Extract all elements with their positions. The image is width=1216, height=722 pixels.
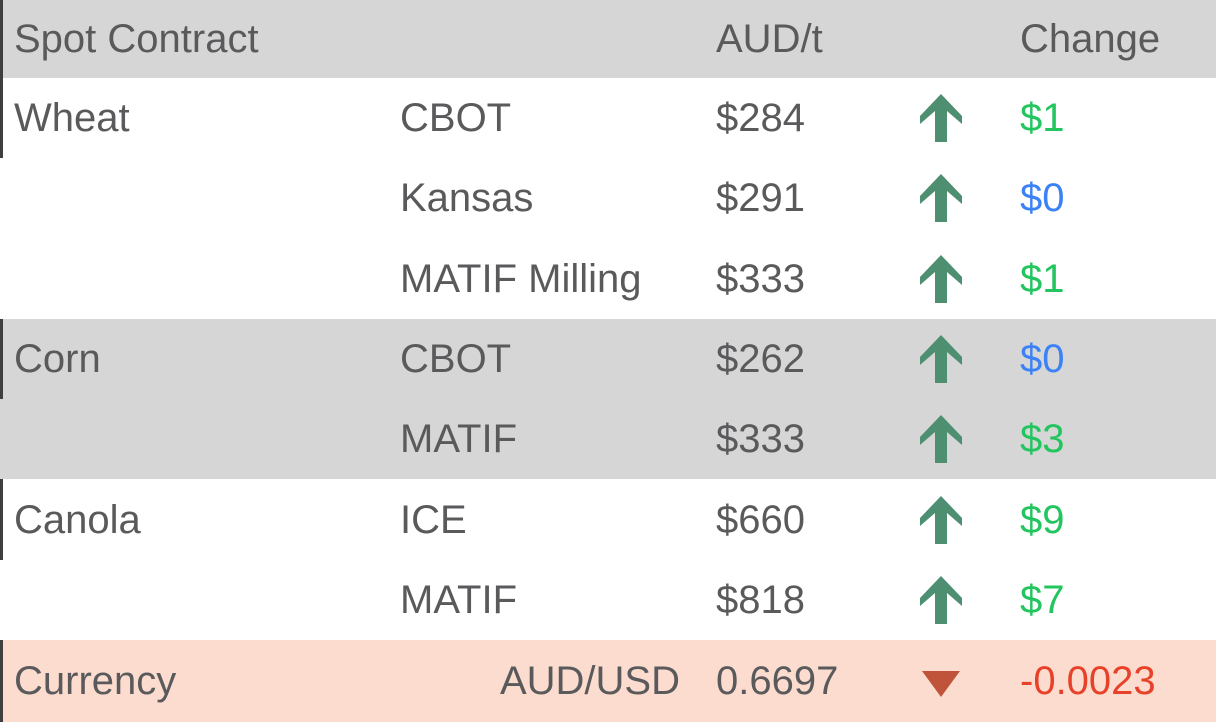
cell-direction — [912, 574, 1020, 626]
currency-rate: 0.6697 — [716, 658, 839, 703]
row-left-edge — [0, 639, 3, 722]
table-row[interactable]: Canola ICE $660 $9 — [0, 479, 1216, 560]
cell-direction — [912, 333, 1020, 385]
cell-change: $3 — [1020, 417, 1065, 462]
cell-change: $0 — [1020, 336, 1065, 381]
cell-market: MATIF — [400, 417, 518, 462]
cell-price: $818 — [716, 577, 805, 622]
row-left-edge — [0, 78, 3, 159]
cell-commodity: Canola — [14, 497, 141, 542]
cell-market: MATIF Milling — [400, 256, 642, 301]
table-row[interactable]: MATIF $818 $7 — [0, 559, 1216, 640]
cell-market: ICE — [400, 497, 467, 542]
cell-change: $1 — [1020, 256, 1065, 301]
row-left-edge — [0, 479, 3, 560]
cell-price: $660 — [716, 497, 805, 542]
cell-change: $0 — [1020, 176, 1065, 221]
cell-direction — [912, 413, 1020, 465]
arrow-up-icon — [918, 413, 964, 465]
currency-direction-indicator — [912, 655, 1020, 707]
cell-change: $9 — [1020, 497, 1065, 542]
table-row[interactable]: Wheat CBOT $284 $1 — [0, 78, 1216, 159]
cell-price: $262 — [716, 336, 805, 381]
cell-market: CBOT — [400, 336, 512, 381]
cell-direction — [912, 92, 1020, 144]
table-row[interactable]: Kansas $291 $0 — [0, 158, 1216, 239]
cell-market: Kansas — [400, 176, 534, 221]
arrow-up-icon — [918, 172, 964, 224]
arrow-up-icon — [918, 92, 964, 144]
arrow-up-icon — [918, 253, 964, 305]
cell-price: $291 — [716, 176, 805, 221]
cell-change: $7 — [1020, 577, 1065, 622]
currency-label: Currency — [14, 658, 177, 703]
currency-row[interactable]: Currency AUD/USD 0.6697 -0.0023 — [0, 639, 1216, 722]
table-row[interactable]: MATIF $333 $3 — [0, 399, 1216, 480]
cell-direction — [912, 253, 1020, 305]
cell-commodity: Wheat — [14, 96, 130, 141]
currency-pair: AUD/USD — [499, 658, 680, 703]
table-row[interactable]: Corn CBOT $262 $0 — [0, 318, 1216, 400]
cell-market: MATIF — [400, 577, 518, 622]
cell-direction — [912, 494, 1020, 546]
cell-market: CBOT — [400, 96, 512, 141]
column-header-commodity: Spot Contract — [14, 17, 259, 61]
cell-commodity: Corn — [14, 336, 101, 381]
cell-direction — [912, 172, 1020, 224]
arrow-up-icon — [918, 333, 964, 385]
cell-price: $333 — [716, 417, 805, 462]
triangle-down-icon — [918, 655, 964, 707]
arrow-up-icon — [918, 494, 964, 546]
row-left-edge — [0, 318, 3, 400]
currency-change-value: -0.0023 — [1020, 658, 1156, 703]
table-row[interactable]: MATIF Milling $333 $1 — [0, 238, 1216, 319]
cell-price: $284 — [716, 96, 805, 141]
row-left-edge — [0, 0, 3, 78]
column-header-price: AUD/t — [716, 17, 823, 61]
column-header-change: Change — [1020, 17, 1161, 61]
arrow-up-icon — [918, 574, 964, 626]
cell-price: $333 — [716, 256, 805, 301]
table-header-row: Spot Contract AUD/t Change — [0, 0, 1216, 78]
cell-change: $1 — [1020, 96, 1065, 141]
